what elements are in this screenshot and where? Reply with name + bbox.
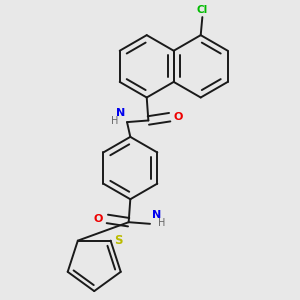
Text: O: O xyxy=(174,112,183,122)
Text: S: S xyxy=(114,234,122,247)
Text: Cl: Cl xyxy=(197,5,208,16)
Text: H: H xyxy=(158,218,166,228)
Text: O: O xyxy=(94,214,103,224)
Text: N: N xyxy=(152,210,161,220)
Text: N: N xyxy=(116,108,125,118)
Text: H: H xyxy=(112,116,119,126)
